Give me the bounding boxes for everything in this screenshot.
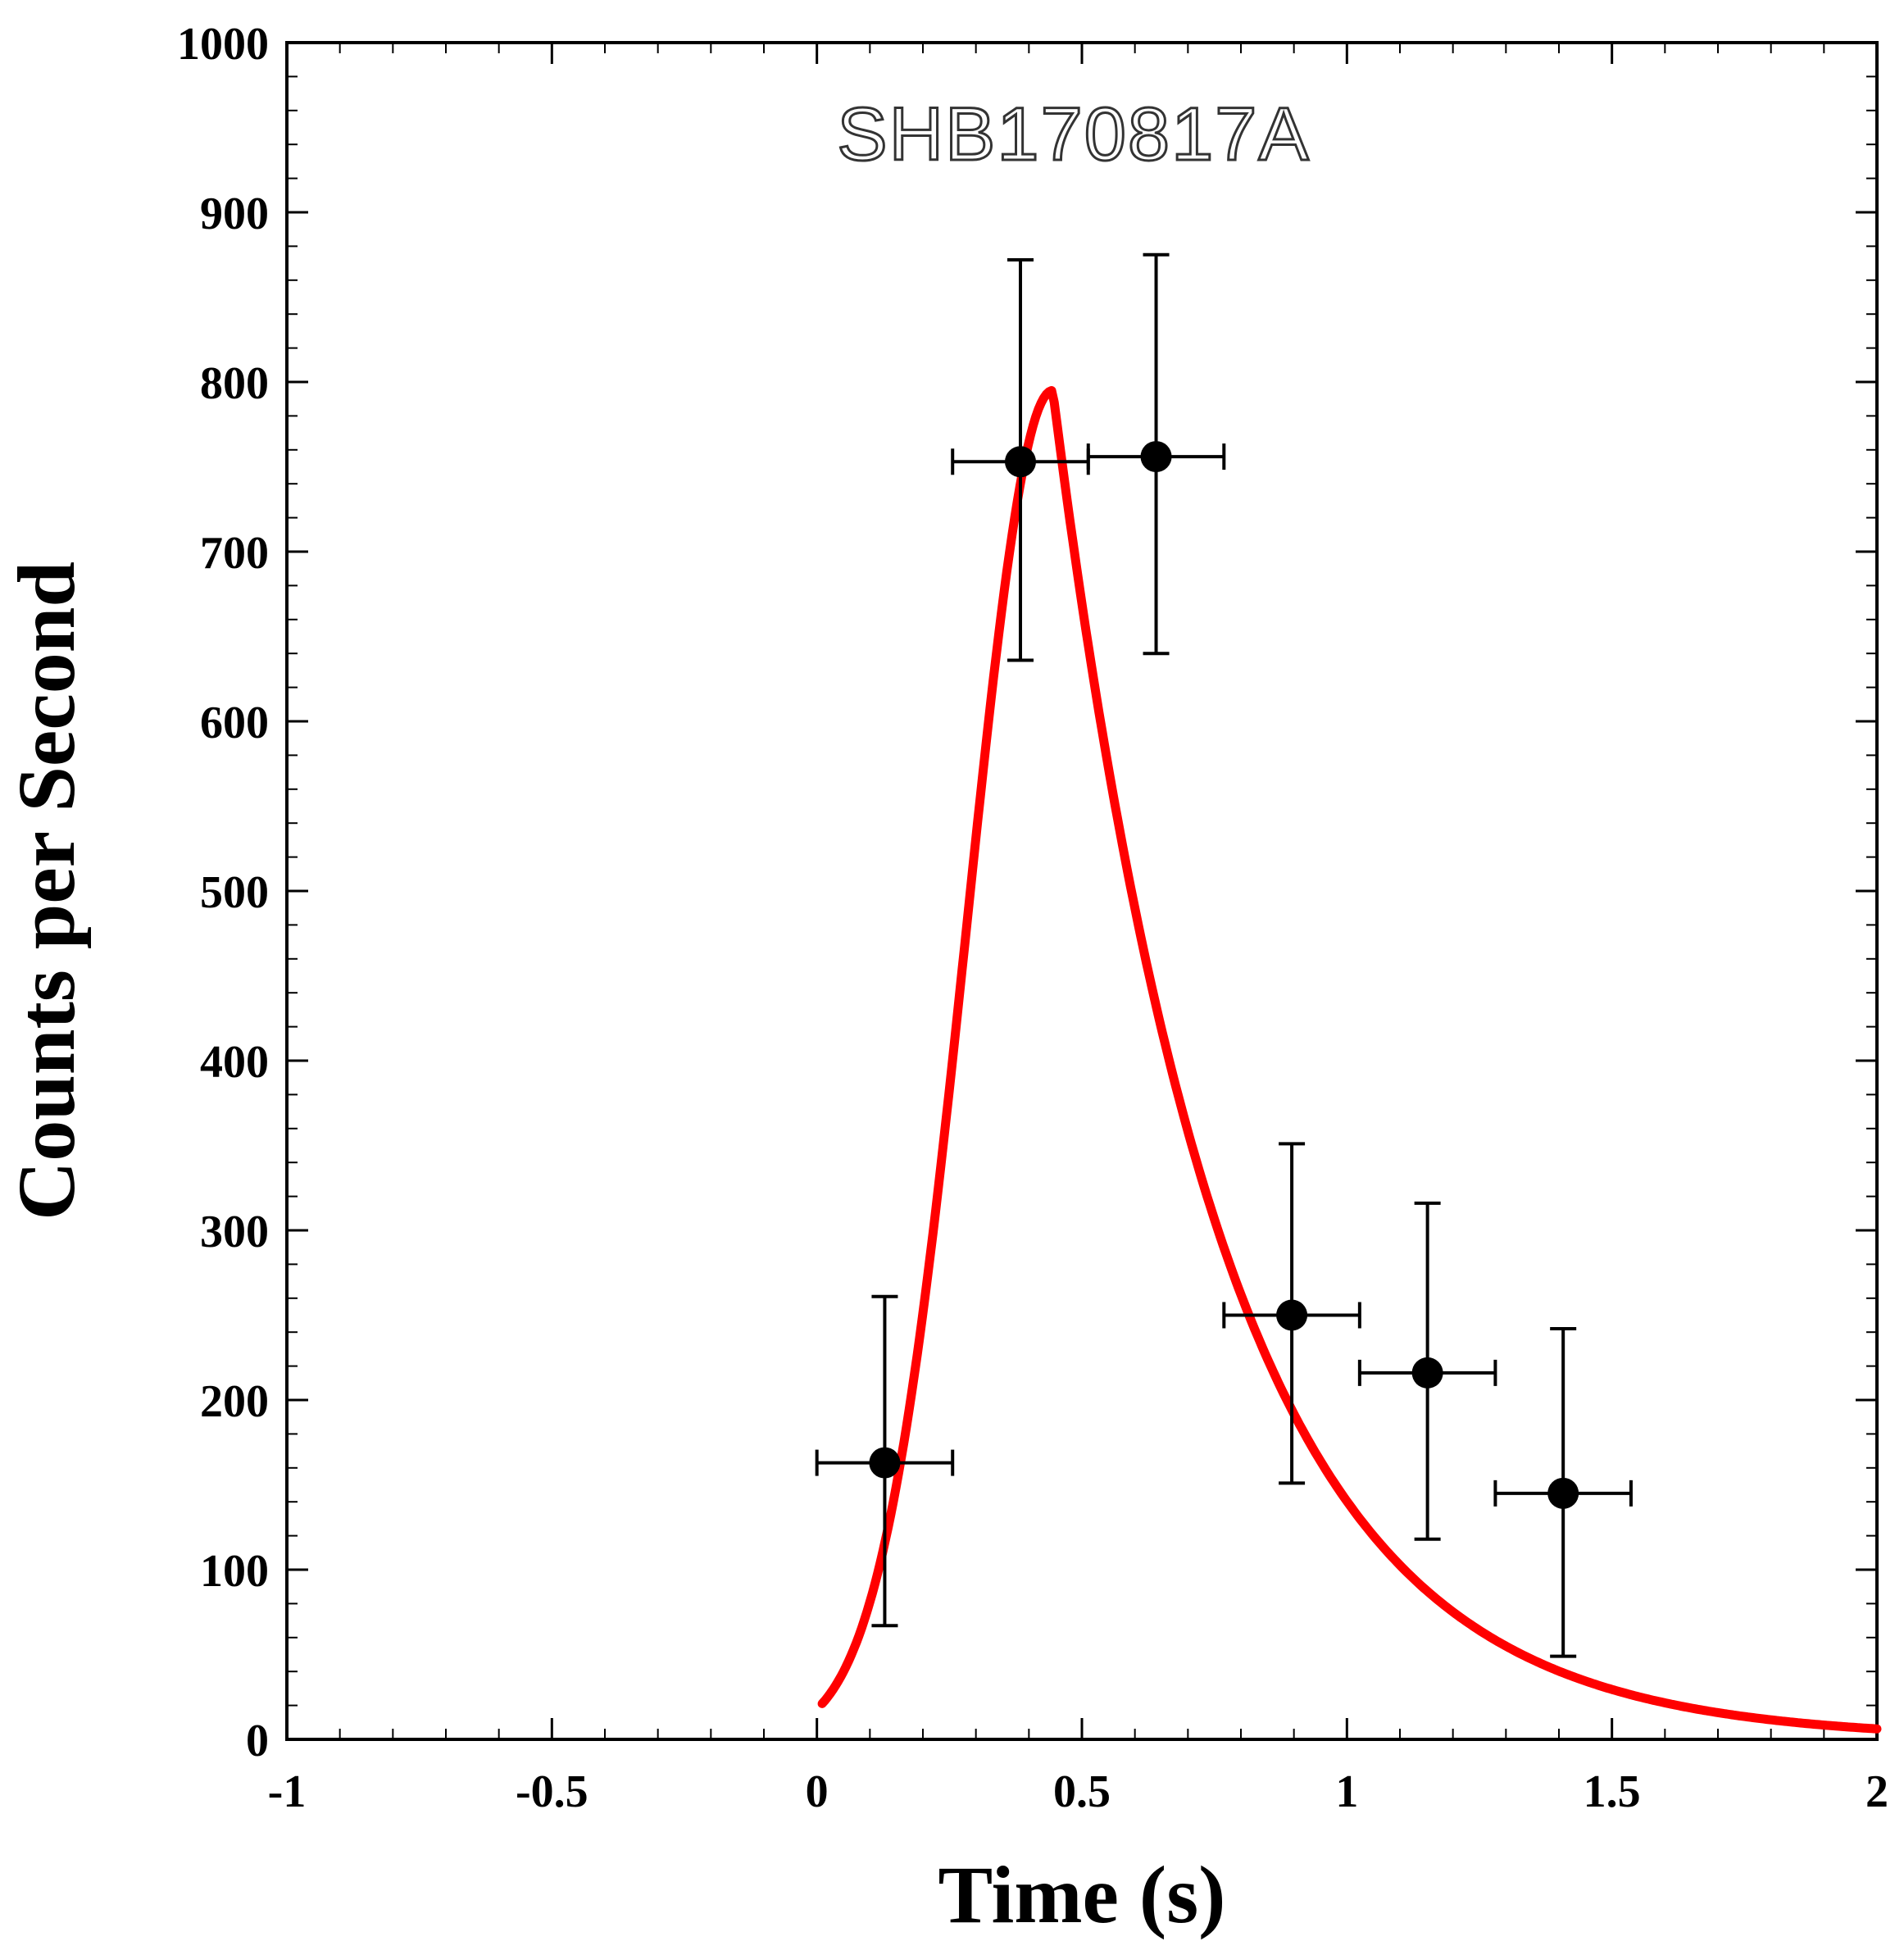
y-tick-label: 300 [200,1207,269,1257]
y-tick-label: 800 [200,358,269,409]
x-tick-label: -1 [268,1766,307,1817]
data-point-group [951,257,1090,662]
x-tick-label: 1.5 [1584,1766,1641,1817]
y-tick-labels: 0 100 200 300 400 500 600 700 800 900 1000 [177,19,269,1766]
y-tick-label: 600 [200,698,269,748]
x-axis-title: Time (s) [938,1849,1226,1940]
x-tick-label: 1 [1335,1766,1358,1817]
data-point [869,1447,901,1479]
y-tick-label: 400 [200,1037,269,1088]
data-point-group [1357,1201,1497,1541]
data-point [1140,441,1172,473]
data-point-group [1493,1327,1633,1658]
x-tick-label: 2 [1865,1766,1888,1817]
y-tick-label: 500 [200,867,269,918]
y-tick-label: 200 [200,1376,269,1427]
x-tick-label: -0.5 [516,1766,588,1817]
fit-layer [817,386,1882,1734]
fit-curve [817,386,1882,1734]
data-point-group [815,1294,955,1628]
plot-area-frame [285,41,1879,1741]
minor-ticks [287,43,1877,1739]
y-tick-label: 900 [200,189,269,239]
data-point [1276,1299,1308,1331]
data-point-group [1086,252,1226,656]
chart-title: SHB170817A [837,93,1311,176]
major-ticks [285,41,1879,1741]
x-tick-label: 0.5 [1053,1766,1111,1817]
y-tick-label: 100 [200,1546,269,1597]
y-tick-label: 1000 [177,19,269,70]
y-tick-label: 700 [200,528,269,579]
data-point-group [1222,1142,1361,1485]
y-tick-label: 0 [246,1716,269,1766]
data-layer [815,252,1633,1658]
data-point [1547,1477,1579,1509]
y-axis-title: Counts per Second [1,561,92,1221]
x-tick-labels: -1 -0.5 0 0.5 1 1.5 2 [268,1766,1888,1817]
data-point [1004,446,1036,478]
x-tick-label: 0 [806,1766,829,1817]
data-point [1411,1357,1443,1389]
